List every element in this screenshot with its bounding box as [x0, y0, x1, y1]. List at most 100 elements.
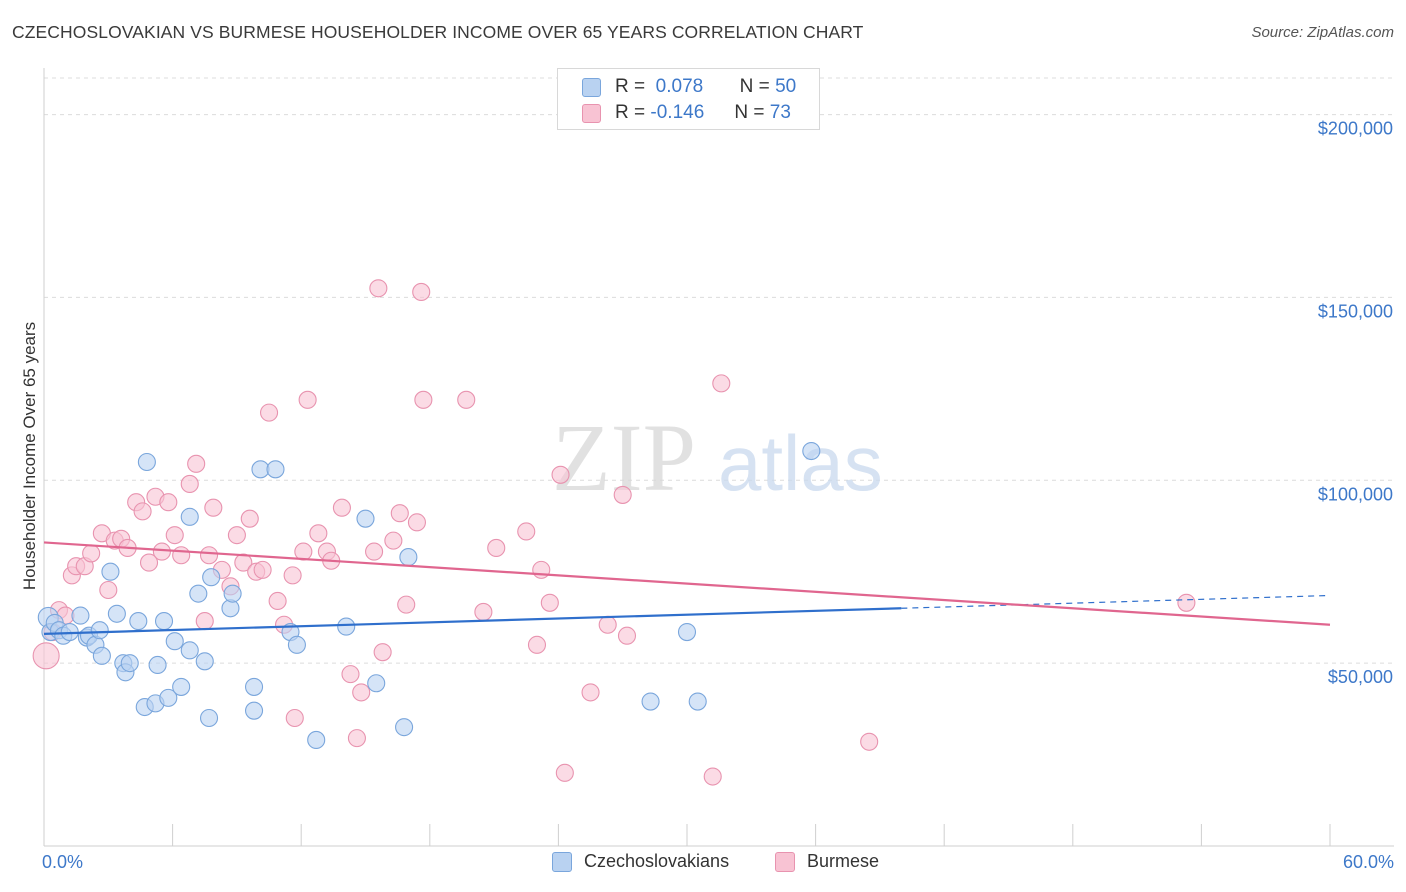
czechoslovakian-point	[154, 612, 174, 631]
burmese-point	[187, 454, 206, 473]
burmese-point	[172, 546, 191, 565]
czechoslovakian-point	[337, 617, 356, 636]
czechoslovakian-point	[395, 718, 414, 737]
czechoslovakian-point	[180, 641, 199, 660]
czechoslovakian-point	[802, 441, 821, 461]
burmese-point	[283, 566, 302, 585]
burmese-point	[703, 767, 722, 786]
czechoslovakian-point	[148, 655, 167, 675]
burmese-point	[352, 683, 371, 702]
burmese-point	[259, 403, 279, 422]
czechoslovakian-point	[199, 708, 219, 728]
burmese-point	[555, 763, 574, 782]
burmese-point	[369, 279, 388, 298]
y-tick-label: $100,000	[1318, 484, 1393, 504]
n-label: N =	[734, 102, 765, 123]
czechoslovakian-point	[399, 548, 418, 567]
source-label: Source: ZipAtlas.com	[1251, 24, 1394, 41]
n-value: 50	[775, 76, 797, 97]
czechoslovakian-point	[202, 568, 221, 587]
burmese-point	[540, 593, 559, 612]
burmese-point	[712, 374, 731, 393]
czechoslovakian-point	[677, 623, 697, 642]
czechoslovakian-point	[287, 635, 306, 654]
czechoslovakian-point	[307, 730, 326, 749]
burmese-point	[180, 474, 199, 493]
burmese-point	[598, 615, 617, 634]
burmese-point	[860, 732, 879, 751]
x-tick-label-min: 0.0%	[42, 852, 84, 872]
burmese-point	[133, 502, 152, 521]
burmese-point	[581, 683, 600, 702]
burmese-point	[373, 643, 392, 662]
czechoslovakian-point	[101, 562, 120, 581]
czechoslovakian-point	[356, 509, 375, 528]
czechoslovakian-point	[688, 692, 707, 711]
czechoslovakian-point	[159, 688, 178, 707]
legend-label: Burmese	[807, 851, 880, 871]
burmese-point	[390, 504, 409, 523]
czechoslovakian-point	[266, 460, 285, 479]
czechoslovakian-point	[120, 654, 139, 673]
czechoslovakian-point	[137, 452, 156, 472]
legend-swatch-blue	[552, 851, 572, 872]
r-label: R =	[615, 102, 646, 123]
czechoslovakian-point	[90, 621, 109, 640]
burmese-point	[139, 553, 159, 572]
czechoslovakian-point	[180, 507, 199, 526]
legend-swatch-pink	[775, 851, 795, 872]
burmese-point	[99, 580, 118, 600]
burmese-point	[457, 390, 476, 409]
czechoslovakian-point	[107, 604, 126, 623]
r-value: 0.078	[655, 76, 704, 97]
x-tick-label-max: 60.0%	[1342, 852, 1394, 872]
czechoslovakian-point	[244, 677, 264, 696]
burmese-point	[240, 509, 259, 528]
burmese-point	[253, 560, 272, 579]
burmese-point	[332, 498, 351, 517]
r-value: -0.146	[650, 102, 705, 123]
czechoslovakian-point	[165, 632, 184, 651]
legend-item-burmese: Burmese	[775, 851, 879, 872]
burmese-point	[397, 595, 416, 614]
burmese-point	[1177, 593, 1196, 612]
legend-label: Czechoslovakians	[584, 851, 730, 871]
legend-swatch-pink	[582, 103, 601, 123]
burmese-point	[309, 524, 328, 543]
czechoslovakian-point	[129, 612, 148, 631]
watermark-atlas: atlas	[718, 419, 883, 507]
burmese-point	[551, 465, 570, 484]
czechoslovakian-point	[92, 646, 111, 665]
czechoslovakian-point	[641, 692, 660, 711]
y-axis-label: Householder Income Over 65 years	[20, 321, 39, 591]
burmese-point	[285, 708, 304, 728]
burmese-point	[532, 560, 551, 579]
czechoslovakian-point	[195, 652, 214, 671]
burmese-point	[152, 542, 171, 561]
burmese-point	[227, 526, 246, 545]
burmese-point	[617, 626, 637, 645]
burmese-point	[517, 522, 536, 541]
burmese-point	[487, 538, 506, 557]
czechoslovakian-point	[189, 584, 208, 603]
burmese-point	[613, 485, 632, 504]
burmese-point	[195, 612, 214, 631]
y-tick-label: $50,000	[1328, 667, 1393, 687]
burmese-point	[414, 390, 433, 409]
burmese-point	[199, 546, 219, 565]
n-value: 73	[769, 102, 791, 123]
y-tick-label: $150,000	[1318, 301, 1393, 321]
burmese-point	[341, 665, 360, 684]
burmese-point	[365, 542, 384, 561]
burmese-point	[294, 542, 313, 561]
legend-swatch-blue	[582, 77, 601, 97]
n-label: N =	[739, 76, 770, 97]
legend-item-czechoslovakians: Czechoslovakians	[552, 851, 729, 872]
czechoslovakian-trend-line	[43, 607, 902, 635]
czechoslovakian-point	[71, 606, 90, 625]
burmese-point	[347, 729, 366, 748]
burmese-point	[298, 390, 317, 409]
burmese-point	[412, 282, 431, 301]
czechoslovakian-point	[223, 584, 242, 603]
